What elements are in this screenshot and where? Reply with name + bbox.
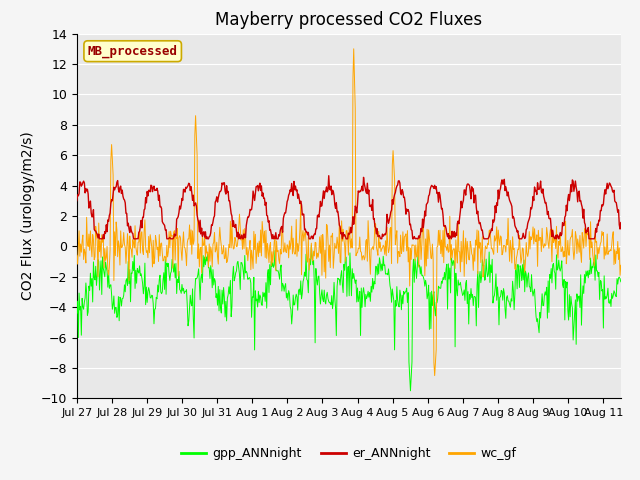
Text: MB_processed: MB_processed: [88, 45, 178, 58]
Y-axis label: CO2 Flux (urology/m2/s): CO2 Flux (urology/m2/s): [21, 132, 35, 300]
Legend: gpp_ANNnight, er_ANNnight, wc_gf: gpp_ANNnight, er_ANNnight, wc_gf: [176, 442, 522, 465]
Title: Mayberry processed CO2 Fluxes: Mayberry processed CO2 Fluxes: [215, 11, 483, 29]
